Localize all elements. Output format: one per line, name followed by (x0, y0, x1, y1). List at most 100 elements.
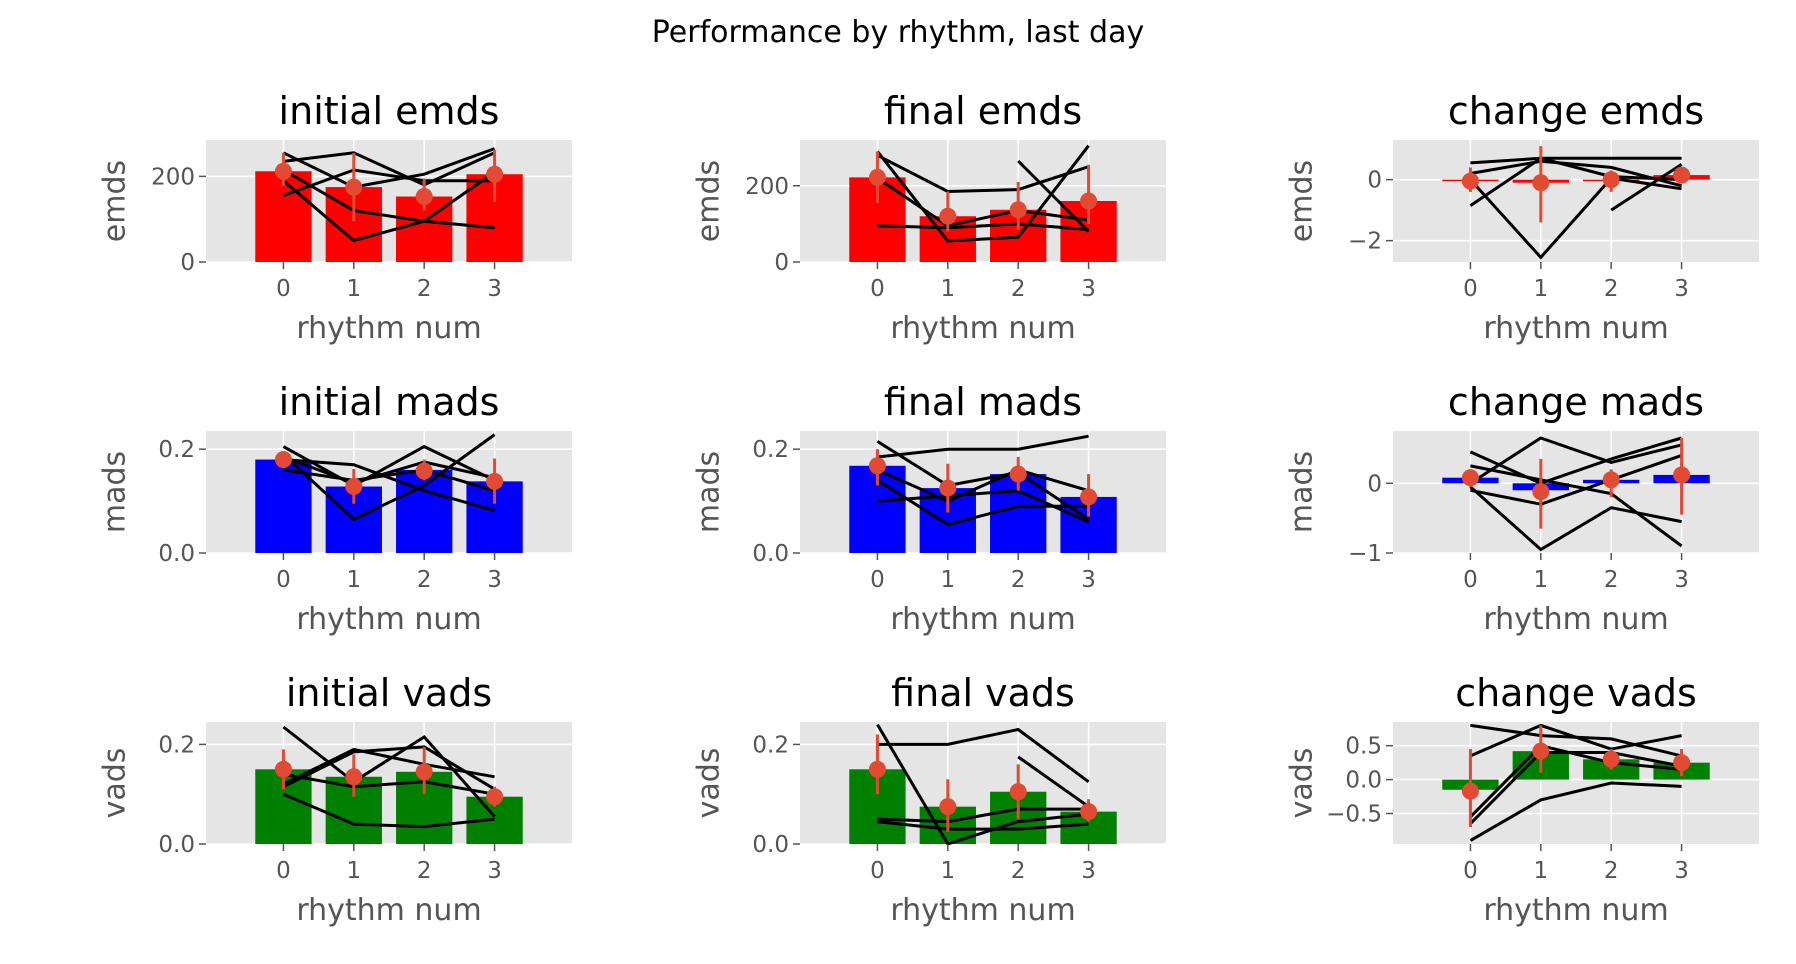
subject-line (877, 807, 1089, 824)
subject-line (1469, 744, 1682, 818)
subject-line (1470, 464, 1683, 548)
x-tick-label: 3 (1081, 567, 1096, 593)
x-tick-label: 2 (417, 858, 432, 884)
mean-point (486, 165, 504, 183)
x-tick-label: 0 (276, 858, 291, 884)
x-tick-label: 0 (276, 567, 291, 593)
x-tick-label: 2 (417, 567, 432, 593)
subject-line (282, 747, 495, 786)
x-tick-label: 0 (1463, 276, 1478, 302)
mean-point (1602, 750, 1620, 768)
subject-line (1017, 755, 1090, 808)
subject-line (877, 820, 1089, 831)
subject-line (1017, 159, 1090, 233)
x-tick-label: 0 (276, 276, 291, 302)
bar (255, 459, 312, 553)
subject-line (282, 792, 495, 829)
subject-line (876, 723, 1089, 846)
mean-point (415, 763, 433, 781)
subject-line (282, 455, 495, 485)
subject-line (283, 772, 495, 796)
y-tick-label: −2 (1348, 229, 1382, 255)
x-tick-label: 3 (487, 276, 502, 302)
mean-point (274, 162, 292, 180)
mean-point (1009, 783, 1027, 801)
mean-point (1461, 172, 1479, 190)
subject-line (876, 144, 1090, 243)
y-axis-label: vads (1285, 748, 1320, 819)
x-tick-label: 1 (940, 567, 955, 593)
subject-line (1470, 156, 1682, 165)
x-axis-label: rhythm num (296, 311, 481, 346)
y-tick-label: 0.0 (752, 541, 789, 567)
y-axis-label: mads (692, 451, 727, 533)
mean-point (415, 462, 433, 480)
y-axis-label: emds (98, 160, 133, 242)
subject-line (1470, 453, 1683, 506)
y-tick-label: −0.5 (1326, 802, 1382, 828)
subplot-title: initial vads (286, 671, 492, 715)
subject-line (877, 434, 1089, 459)
subject-line (282, 725, 496, 818)
mean-point (1602, 471, 1620, 489)
x-tick-label: 1 (940, 858, 955, 884)
subject-line (876, 468, 1090, 503)
mean-point (1673, 754, 1691, 772)
x-tick-label: 2 (1011, 276, 1026, 302)
y-tick-label: 200 (745, 174, 789, 200)
y-axis-label: emds (692, 160, 727, 242)
y-tick-label: 0.2 (752, 732, 789, 758)
mean-point (345, 178, 363, 196)
mean-point (868, 457, 886, 475)
x-tick-label: 3 (1674, 858, 1689, 884)
x-axis-label: rhythm num (1483, 893, 1668, 928)
subject-line (877, 222, 1089, 232)
mean-point (1080, 488, 1098, 506)
x-tick-label: 0 (1463, 567, 1478, 593)
subplot-title: final vads (891, 671, 1075, 715)
y-axis-label: emds (1285, 160, 1320, 242)
subject-line (1469, 156, 1682, 207)
subplot-title: final emds (884, 89, 1082, 133)
subject-line (877, 727, 1090, 784)
subject-line (877, 489, 1090, 524)
x-tick-label: 0 (1463, 858, 1478, 884)
mean-point (939, 479, 957, 497)
mean-point (274, 451, 292, 469)
subject-line (876, 440, 1090, 521)
mean-point (1532, 742, 1550, 760)
subplot-title: final mads (884, 380, 1082, 424)
subplot-title: initial mads (279, 380, 500, 424)
x-tick-label: 2 (1604, 276, 1619, 302)
y-tick-label: 0.2 (158, 437, 195, 463)
subject-line (283, 151, 496, 187)
x-tick-label: 0 (870, 567, 885, 593)
mean-point (345, 478, 363, 496)
y-tick-label: −1 (1348, 541, 1382, 567)
mean-point (868, 168, 886, 186)
y-tick-label: 0.2 (752, 437, 789, 463)
mean-point (1080, 192, 1098, 210)
mean-point (1009, 465, 1027, 483)
y-tick-label: 200 (151, 164, 195, 190)
y-tick-label: 0 (1367, 168, 1382, 194)
mean-point (415, 188, 433, 206)
x-tick-label: 1 (940, 276, 955, 302)
x-tick-label: 3 (1081, 276, 1096, 302)
x-tick-label: 1 (1533, 567, 1548, 593)
mean-point (1673, 166, 1691, 184)
x-tick-label: 2 (1604, 567, 1619, 593)
mean-point (939, 798, 957, 816)
mean-point (1461, 469, 1479, 487)
y-tick-label: 0.0 (158, 541, 195, 567)
x-tick-label: 0 (870, 858, 885, 884)
x-tick-label: 1 (346, 276, 361, 302)
subplot-title: change emds (1448, 89, 1704, 133)
subject-line (1469, 751, 1682, 825)
y-tick-label: 0 (774, 250, 789, 276)
